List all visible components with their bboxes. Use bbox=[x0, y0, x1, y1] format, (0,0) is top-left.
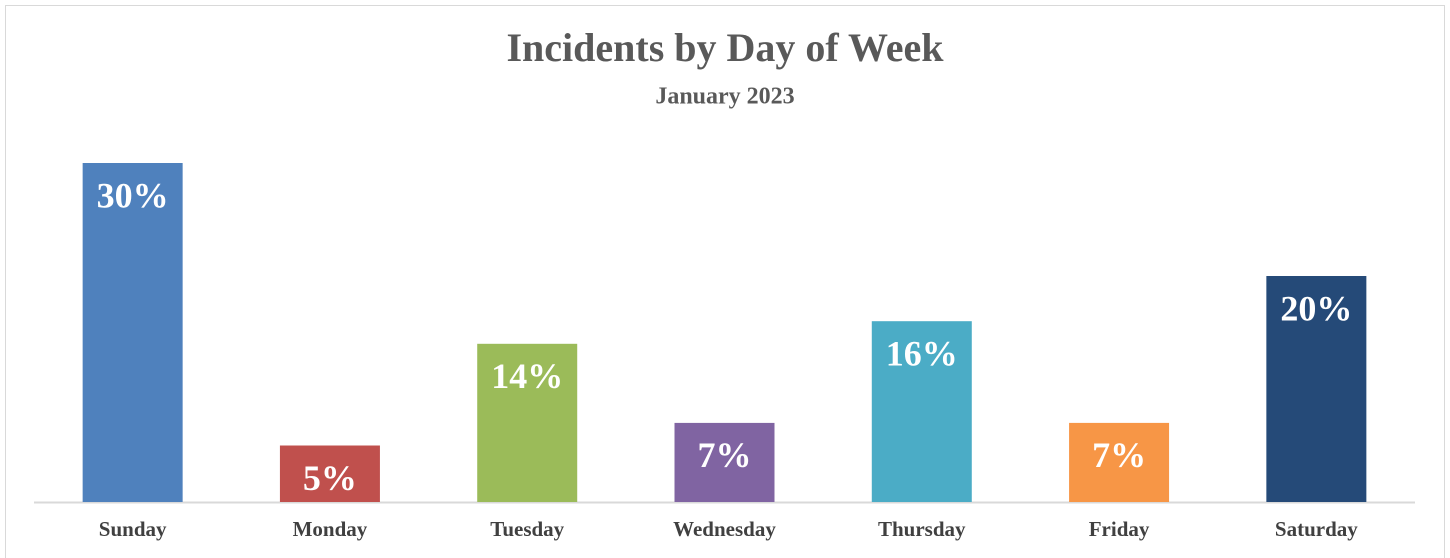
chart-title: Incidents by Day of Week bbox=[506, 25, 944, 70]
bar bbox=[1266, 276, 1367, 502]
value-label: 7% bbox=[1092, 435, 1146, 475]
x-tick-label: Saturday bbox=[1275, 517, 1358, 541]
value-label: 14% bbox=[491, 356, 563, 396]
x-tick-label: Sunday bbox=[99, 517, 167, 541]
value-label: 7% bbox=[698, 435, 752, 475]
bar bbox=[871, 321, 972, 502]
x-tick-label: Thursday bbox=[878, 517, 966, 541]
x-tick-label: Monday bbox=[293, 517, 368, 541]
bar bbox=[477, 343, 578, 502]
x-tick-label: Friday bbox=[1089, 517, 1150, 541]
bar bbox=[674, 422, 775, 502]
bar bbox=[82, 163, 183, 502]
bar bbox=[1069, 422, 1170, 502]
bar bbox=[279, 445, 380, 502]
value-label: 5% bbox=[303, 458, 357, 498]
value-label: 20% bbox=[1280, 288, 1352, 328]
x-tick-label: Tuesday bbox=[490, 517, 564, 541]
value-label: 16% bbox=[886, 333, 958, 373]
chart-subtitle: January 2023 bbox=[655, 84, 794, 110]
x-tick-label: Wednesday bbox=[673, 517, 776, 541]
value-label: 30% bbox=[97, 175, 169, 215]
